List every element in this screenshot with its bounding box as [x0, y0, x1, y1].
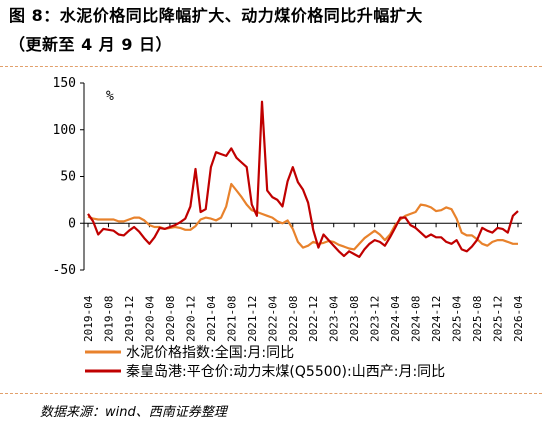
chart-title: 图 8：水泥价格同比降幅扩大、动力煤价格同比升幅扩大 [9, 6, 423, 25]
x-tick-label: 2022-12 [307, 296, 320, 342]
x-tick-label: 2023-08 [348, 296, 361, 342]
x-tick-label: 2022-08 [287, 296, 300, 342]
x-tick-label: 2021-12 [246, 296, 259, 342]
x-tick-label: 2025-12 [492, 296, 505, 342]
x-tick-label: 2019-12 [123, 296, 136, 342]
source-note: 数据来源：wind、西南证券整理 [40, 405, 227, 420]
y-tick-label: 50 [60, 170, 76, 185]
legend-label-1: 水泥价格指数:全国:月:同比 [126, 344, 294, 361]
x-tick-label: 2023-04 [328, 295, 341, 342]
top-divider [0, 66, 542, 67]
x-tick-label: 2021-04 [205, 295, 218, 342]
x-tick-label: 2024-08 [410, 296, 423, 342]
legend-label-2: 秦皇岛港:平仓价:动力末煤(Q5500):山西产:月:同比 [126, 364, 445, 380]
y-unit-label: % [106, 89, 114, 104]
x-tick-label: 2025-04 [451, 295, 464, 342]
line-chart: -50 0 50 100 150% 2019-04 2019-08 2019-12 2020-0… [53, 76, 525, 380]
bottom-divider [0, 393, 542, 394]
x-tick-label: 2020-04 [143, 295, 156, 342]
x-tick-label: 2026-04 [512, 295, 525, 342]
y-tick-label: 100 [53, 123, 76, 138]
x-tick-label: 2019-08 [102, 296, 115, 342]
chart-subtitle: （更新至 4 月 9 日） [9, 35, 173, 54]
x-tick-label: 2020-08 [164, 296, 177, 342]
y-tick-label: 0 [68, 216, 76, 231]
x-tick-label: 2021-08 [225, 296, 238, 342]
y-tick-label: 150 [53, 76, 76, 91]
x-tick-label: 2024-12 [430, 296, 443, 342]
x-tick-label: 2020-12 [184, 296, 197, 342]
x-tick-label: 2025-08 [471, 296, 484, 342]
y-tick-label: -50 [53, 263, 76, 278]
x-tick-label: 2019-04 [82, 295, 95, 342]
series-line-2 [87, 100, 519, 258]
x-tick-label: 2022-04 [266, 295, 279, 342]
x-tick-label: 2024-04 [389, 295, 402, 342]
x-tick-label: 2023-12 [369, 296, 382, 342]
